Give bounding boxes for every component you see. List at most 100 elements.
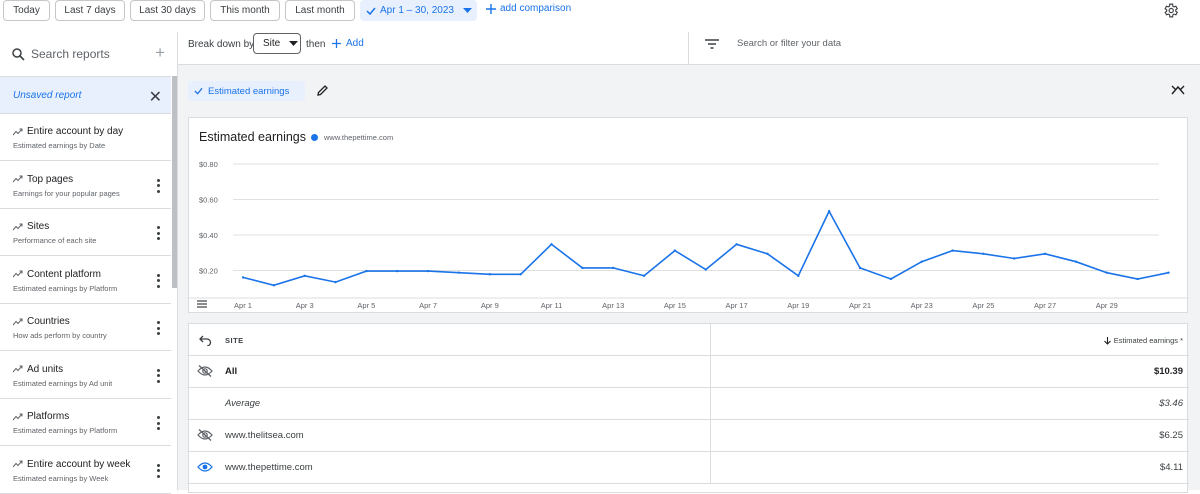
report-item[interactable]: Entire account by day Estimated earnings … <box>0 114 171 161</box>
metric-chip[interactable]: Estimated earnings <box>188 81 305 101</box>
report-main: Estimated earnings Estimated earnings ww… <box>178 65 1200 493</box>
data-point[interactable] <box>612 266 615 270</box>
data-point[interactable] <box>1167 271 1170 274</box>
more-vert-icon[interactable] <box>156 463 160 478</box>
unsaved-report-item[interactable]: Unsaved report ✕ <box>0 76 171 114</box>
undo-icon[interactable] <box>199 334 212 346</box>
add-breakdown-button[interactable]: Add <box>332 38 364 49</box>
breakdown-select[interactable]: Site <box>253 33 301 54</box>
visibility-icon[interactable] <box>197 461 213 473</box>
legend-toggle-icon[interactable] <box>197 300 207 308</box>
unsaved-report-label: Unsaved report <box>13 89 82 101</box>
report-item-title: Content platform <box>27 268 101 280</box>
x-tick-label: Apr 1 <box>234 301 252 310</box>
sidebar-scrollbar[interactable] <box>172 76 177 288</box>
x-tick-label: Apr 13 <box>602 301 624 310</box>
report-item-title: Sites <box>27 221 50 232</box>
data-point[interactable] <box>920 260 923 263</box>
preset-last-month-button[interactable]: Last month <box>285 0 355 21</box>
data-point[interactable] <box>858 266 862 270</box>
data-point[interactable] <box>457 271 461 274</box>
column-divider <box>710 388 711 420</box>
data-point[interactable] <box>982 252 985 255</box>
data-point[interactable] <box>1136 277 1139 281</box>
report-item[interactable]: Sites Performance of each site <box>0 209 171 256</box>
report-item[interactable]: Ad units Estimated earnings by Ad unit <box>0 352 171 399</box>
data-point[interactable] <box>334 280 337 284</box>
data-point[interactable] <box>241 276 245 279</box>
table-row[interactable]: www.thepettime.com $4.11 <box>189 452 1189 484</box>
table-row[interactable]: Average $3.46 <box>189 388 1189 420</box>
data-point[interactable] <box>365 269 368 273</box>
data-point[interactable] <box>642 274 646 278</box>
data-point[interactable] <box>766 252 769 255</box>
visibility-off-icon[interactable] <box>197 365 213 377</box>
add-comparison-button[interactable]: add comparison <box>486 3 571 14</box>
more-vert-icon[interactable] <box>156 416 160 430</box>
report-item[interactable]: Countries How ads perform by country <box>0 304 171 351</box>
more-vert-icon[interactable] <box>156 178 160 193</box>
data-point[interactable] <box>488 273 491 276</box>
collapse-chart-icon[interactable] <box>1171 85 1185 95</box>
preset-today-button[interactable]: Today <box>3 0 50 21</box>
more-vert-icon[interactable] <box>156 368 160 383</box>
report-item-subtitle: Performance of each site <box>13 236 97 245</box>
data-point[interactable] <box>673 249 677 252</box>
breakdown-select-value: Site <box>263 38 281 49</box>
data-point[interactable] <box>272 284 276 287</box>
gear-icon[interactable] <box>1162 2 1179 19</box>
data-point[interactable] <box>704 268 707 271</box>
series-line[interactable] <box>242 209 1169 287</box>
more-vert-icon[interactable] <box>156 273 160 288</box>
data-point[interactable] <box>581 266 584 270</box>
trending-icon <box>13 365 23 373</box>
data-point[interactable] <box>951 249 954 252</box>
filter-search-input[interactable]: Search or filter your data <box>737 38 842 49</box>
report-item[interactable]: Top pages Earnings for your popular pages <box>0 162 171 209</box>
filter-icon[interactable] <box>705 39 719 49</box>
table-row[interactable]: All $10.39 <box>189 356 1189 388</box>
data-point[interactable] <box>519 273 522 276</box>
more-vert-icon[interactable] <box>156 226 160 240</box>
data-point[interactable] <box>797 274 800 278</box>
close-icon[interactable]: ✕ <box>148 89 162 106</box>
report-item-subtitle: Estimated earnings by Platform <box>13 426 118 435</box>
report-item-subtitle: Estimated earnings by Platform <box>13 283 118 293</box>
data-point[interactable] <box>827 210 831 213</box>
data-point[interactable] <box>1105 271 1108 274</box>
column-header-site[interactable]: SITE <box>225 336 244 345</box>
table-row[interactable]: www.thelitsea.com $6.25 <box>189 420 1189 452</box>
report-item-title: Entire account by week <box>27 458 131 470</box>
preset-last-7-days-button[interactable]: Last 7 days <box>55 0 125 21</box>
data-point[interactable] <box>303 274 306 278</box>
earnings-table: SITE Estimated earnings * All $10.39 Avera… <box>188 323 1189 493</box>
column-header-metric[interactable]: Estimated earnings * <box>1103 336 1183 345</box>
new-report-plus-icon[interactable]: + <box>155 43 165 62</box>
report-item[interactable]: Platforms Estimated earnings by Platform <box>0 399 171 446</box>
data-point[interactable] <box>426 269 430 273</box>
preset-this-month-button[interactable]: This month <box>210 0 280 21</box>
trending-icon <box>13 175 23 183</box>
data-point[interactable] <box>396 269 399 273</box>
visibility-off-icon[interactable] <box>197 429 213 441</box>
data-point[interactable] <box>735 243 738 246</box>
report-item[interactable]: Content platform Estimated earnings by Pl… <box>0 257 171 304</box>
trending-icon <box>13 318 23 325</box>
data-point[interactable] <box>1013 257 1016 260</box>
data-point[interactable] <box>1074 260 1078 263</box>
preset-last-30-days-button[interactable]: Last 30 days <box>130 0 205 21</box>
edit-pencil-icon[interactable] <box>316 84 329 97</box>
then-label: then <box>306 39 326 50</box>
more-vert-icon[interactable] <box>156 321 160 335</box>
data-point[interactable] <box>1043 252 1047 255</box>
data-point[interactable] <box>889 277 893 281</box>
search-reports[interactable]: Search reports <box>0 32 177 76</box>
report-item[interactable]: Entire account by week Estimated earnings… <box>0 447 171 494</box>
row-label: www.thelitsea.com <box>225 430 304 441</box>
y-tick-label: $0.80 <box>199 160 218 169</box>
date-range-label: Apr 1 – 30, 2023 <box>380 5 454 16</box>
data-point[interactable] <box>550 243 553 246</box>
breakdown-label: Break down by <box>188 39 255 50</box>
report-item-subtitle: Estimated earnings by Week <box>13 473 109 483</box>
date-range-selector[interactable]: Apr 1 – 30, 2023 <box>360 0 477 21</box>
